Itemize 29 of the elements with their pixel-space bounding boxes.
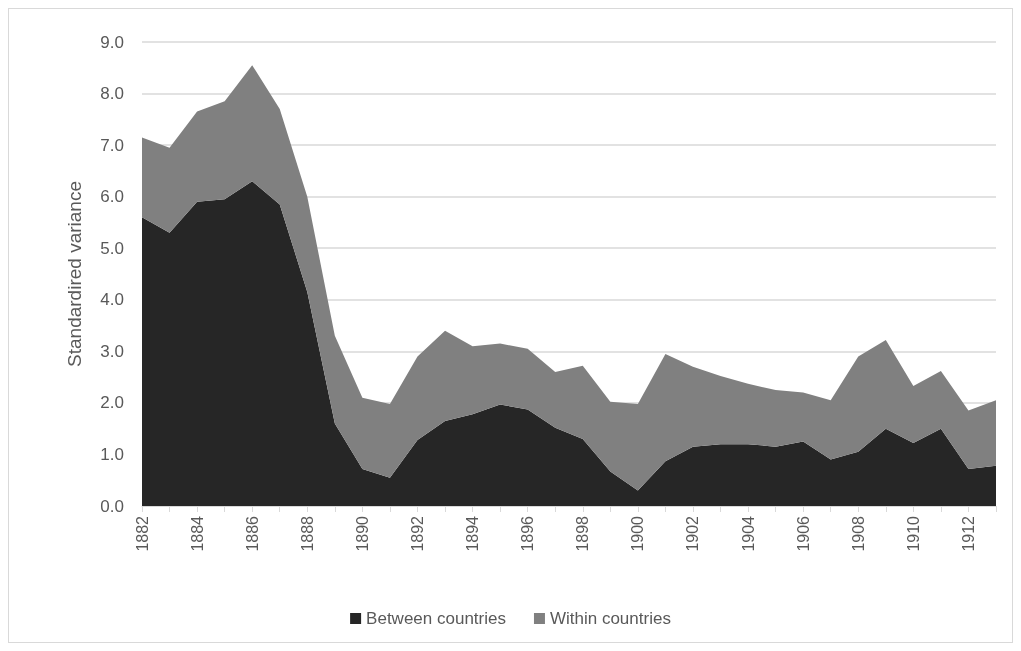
x-tick-label: 1884 xyxy=(188,515,206,552)
y-tick-label: 1.0 xyxy=(100,444,124,464)
x-tick-label: 1906 xyxy=(794,515,812,552)
y-tick-label: 7.0 xyxy=(100,135,124,155)
x-tick-label: 1890 xyxy=(353,515,371,552)
y-tick-label: 4.0 xyxy=(100,290,124,310)
x-tick-label: 1902 xyxy=(684,515,702,552)
legend-label: Within countries xyxy=(549,609,671,628)
y-tick-label: 8.0 xyxy=(100,84,124,104)
x-tick-label: 1898 xyxy=(574,515,592,552)
x-tick-label: 1910 xyxy=(904,515,922,552)
x-tick-label: 1882 xyxy=(133,515,151,552)
x-tick-label: 1896 xyxy=(519,515,537,552)
legend-label: Between countries xyxy=(366,609,506,628)
x-tick-label: 1912 xyxy=(959,515,977,552)
y-tick-label: 9.0 xyxy=(100,32,124,52)
y-tick-label: 6.0 xyxy=(100,187,124,207)
x-tick-label: 1892 xyxy=(408,515,426,552)
x-tick-label: 1886 xyxy=(243,515,261,552)
x-tick-label: 1908 xyxy=(849,515,867,552)
y-tick-label: 3.0 xyxy=(100,341,124,361)
x-tick-label: 1900 xyxy=(629,515,647,552)
x-tick-label: 1904 xyxy=(739,515,757,552)
x-tick-label: 1888 xyxy=(298,515,316,552)
y-tick-label: 2.0 xyxy=(100,393,124,413)
y-tick-label: 0.0 xyxy=(100,496,124,516)
y-axis-title: Standardired variance xyxy=(64,181,85,367)
y-tick-label: 5.0 xyxy=(100,238,124,258)
x-tick-label: 1894 xyxy=(464,515,482,552)
